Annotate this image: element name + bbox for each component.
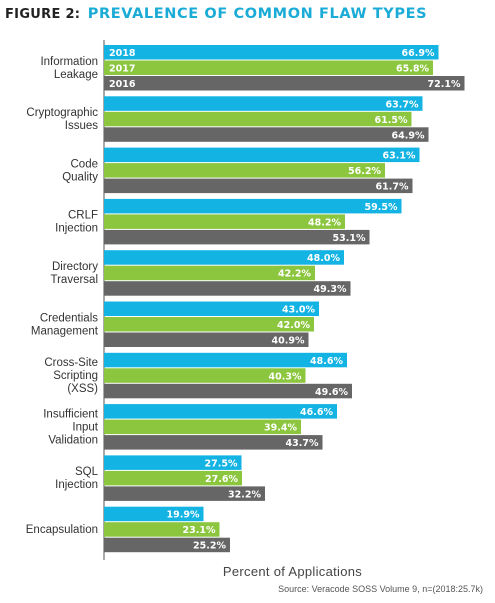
bar-credentials-management-2018 [104,301,319,316]
category-label-code-quality-1: Code [71,158,99,170]
bar-insufficient-input-validation-2018 [104,404,337,419]
bar-crlf-injection-2018 [104,198,402,214]
data-label-credentials-management-2017: 42.0% [277,320,310,331]
category-label-sql-injection-2: Injection [55,479,98,491]
bar-crlf-injection-2017 [104,214,345,229]
bar-cross-site-scripting-xss-2017 [104,368,306,383]
bar-directory-traversal-2017 [104,265,315,281]
bar-encapsulation-2018 [104,506,204,522]
data-label-credentials-management-2018: 43.0% [282,305,315,316]
data-label-code-quality-2016: 61.7% [376,182,409,193]
category-label-cross-site-scripting-xss-3: (XSS) [67,383,98,395]
figure-number: FIGURE 2: [5,7,81,22]
data-label-directory-traversal-2017: 42.2% [278,269,311,280]
data-label-cryptographic-issues-2018: 63.7% [386,99,419,110]
category-label-information-leakage-2: Leakage [54,69,98,81]
data-label-encapsulation-2017: 23.1% [183,525,216,536]
legend-label-2016: 2016 [109,79,136,90]
data-label-crlf-injection-2016: 53.1% [333,233,366,244]
bar-insufficient-input-validation-2016 [104,435,323,450]
data-label-crlf-injection-2017: 48.2% [308,217,341,228]
category-label-crlf-injection-2: Injection [55,223,98,235]
legend-label-2018: 2018 [109,48,136,59]
category-label-information-leakage-1: Information [40,56,98,68]
category-label-directory-traversal-1: Directory [52,261,98,273]
bar-insufficient-input-validation-2017 [104,419,301,435]
source-note: Source: Veracode SOSS Volume 9, n=(2018:… [278,584,483,594]
data-label-insufficient-input-validation-2017: 39.4% [264,423,297,434]
bar-encapsulation-2016 [104,537,230,553]
category-label-insufficient-input-validation-1: Insufficient [43,408,99,420]
data-label-directory-traversal-2016: 49.3% [314,284,347,295]
category-label-sql-injection-1: SQL [75,466,99,478]
bar-directory-traversal-2018 [104,250,344,265]
bar-credentials-management-2017 [104,317,314,332]
bar-sql-injection-2017 [104,470,242,486]
data-label-cross-site-scripting-xss-2016: 49.6% [315,387,348,398]
bar-directory-traversal-2016 [104,281,351,296]
bar-cryptographic-issues-2017 [104,111,412,127]
data-label-information-leakage-2017: 65.8% [396,64,429,75]
data-label-sql-injection-2016: 32.2% [228,489,261,500]
data-label-sql-injection-2018: 27.5% [205,458,238,469]
bar-cryptographic-issues-2018 [104,96,423,111]
category-label-insufficient-input-validation-2: Input [72,421,98,433]
bar-crlf-injection-2016 [104,229,370,245]
data-label-sql-injection-2017: 27.6% [205,474,238,485]
bar-code-quality-2017 [104,163,385,178]
category-label-insufficient-input-validation-3: Validation [48,434,98,446]
bar-cryptographic-issues-2016 [104,127,429,142]
bar-encapsulation-2017 [104,522,220,537]
data-label-directory-traversal-2018: 48.0% [307,253,340,264]
category-label-credentials-management-1: Credentials [40,312,98,324]
category-label-cryptographic-issues-2: Issues [65,120,98,132]
data-label-credentials-management-2016: 40.9% [272,336,305,347]
bar-cross-site-scripting-xss-2018 [104,352,347,368]
bar-information-leakage-2017 [104,60,433,75]
bar-cross-site-scripting-xss-2016 [104,383,352,399]
bar-sql-injection-2018 [104,455,242,470]
data-label-information-leakage-2016: 72.1% [428,79,461,90]
data-label-code-quality-2017: 56.2% [348,166,381,177]
data-label-crlf-injection-2018: 59.5% [365,202,398,213]
data-label-insufficient-input-validation-2018: 46.6% [300,407,333,418]
data-label-code-quality-2018: 63.1% [383,151,416,162]
legend-label-2017: 2017 [109,64,135,75]
bar-information-leakage-2016 [104,76,465,91]
data-label-information-leakage-2018: 66.9% [402,48,435,59]
bar-code-quality-2016 [104,178,413,194]
category-label-code-quality-2: Quality [62,171,98,183]
x-axis-label: Percent of Applications [222,564,363,579]
data-label-insufficient-input-validation-2016: 43.7% [286,438,319,449]
category-label-cross-site-scripting-xss-1: Cross-Site [44,357,98,369]
data-label-encapsulation-2016: 25.2% [193,541,226,552]
bar-information-leakage-2018 [104,45,439,60]
data-label-cross-site-scripting-xss-2017: 40.3% [269,371,302,382]
category-label-credentials-management-2: Management [31,325,99,337]
data-label-cryptographic-issues-2017: 61.5% [375,115,408,126]
chart-title: PREVALENCE OF COMMON FLAW TYPES [87,6,428,22]
category-label-cryptographic-issues-1: Cryptographic [26,107,98,119]
figure-title: FIGURE 2: PREVALENCE OF COMMON FLAW TYPE… [5,5,427,25]
bar-code-quality-2018 [104,147,420,163]
category-label-encapsulation-1: Encapsulation [26,524,98,536]
data-label-cryptographic-issues-2016: 64.9% [392,130,425,141]
bar-sql-injection-2016 [104,486,265,501]
data-label-encapsulation-2018: 19.9% [167,510,200,521]
bar-credentials-management-2016 [104,332,309,347]
category-label-directory-traversal-2: Traversal [51,274,99,286]
data-label-cross-site-scripting-xss-2018: 48.6% [310,356,343,367]
category-label-cross-site-scripting-xss-2: Scripting [53,370,98,382]
category-label-crlf-injection-1: CRLF [68,210,98,222]
